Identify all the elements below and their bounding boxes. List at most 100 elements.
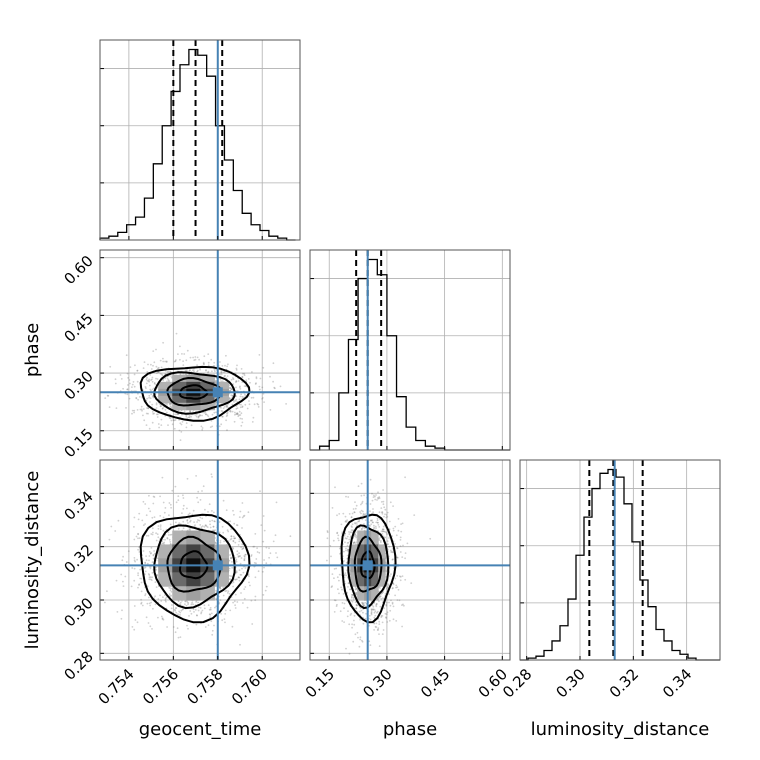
sample-point xyxy=(152,554,155,556)
sample-point xyxy=(229,410,232,413)
sample-point xyxy=(120,573,123,576)
sample-point xyxy=(392,582,395,585)
sample-point xyxy=(182,373,185,375)
sample-point xyxy=(381,511,383,514)
sample-point xyxy=(242,547,245,550)
sample-point xyxy=(201,490,203,492)
sample-point xyxy=(211,476,213,478)
sample-point xyxy=(243,555,246,557)
sample-point xyxy=(382,500,385,503)
sample-point xyxy=(209,607,212,609)
sample-point xyxy=(182,360,185,363)
sample-point xyxy=(400,523,402,525)
sample-point xyxy=(106,590,108,593)
sample-point xyxy=(399,545,402,547)
sample-point xyxy=(368,640,371,643)
sample-point xyxy=(401,625,403,628)
sample-point xyxy=(164,377,166,380)
sample-point xyxy=(352,541,355,544)
sample-point xyxy=(254,595,257,598)
sample-point xyxy=(164,538,166,541)
sample-point xyxy=(152,364,154,367)
sample-point xyxy=(386,587,388,590)
sample-point xyxy=(136,621,139,624)
sample-point xyxy=(209,526,212,529)
sample-point xyxy=(148,396,151,399)
sample-point xyxy=(150,601,153,604)
sample-point xyxy=(343,602,346,605)
sample-point xyxy=(341,620,344,622)
sample-point xyxy=(144,523,147,525)
sample-point xyxy=(252,545,255,548)
sample-point xyxy=(155,377,157,380)
sample-point xyxy=(358,645,361,648)
sample-point xyxy=(146,585,149,587)
sample-point xyxy=(265,585,268,588)
sample-point xyxy=(362,604,365,607)
sample-point xyxy=(143,567,146,569)
sample-point xyxy=(162,596,164,599)
sample-point xyxy=(381,621,384,624)
sample-point xyxy=(364,601,366,604)
sample-point xyxy=(333,611,336,613)
sample-point xyxy=(148,602,151,605)
sample-point xyxy=(372,508,374,510)
sample-point xyxy=(211,413,214,416)
sample-point xyxy=(209,616,212,619)
sample-point xyxy=(348,623,351,626)
sample-point xyxy=(230,557,232,560)
x-tick-label: 0.758 xyxy=(184,665,227,708)
sample-point xyxy=(207,604,210,606)
sample-point xyxy=(241,527,243,529)
sample-point xyxy=(188,369,191,372)
sample-point xyxy=(338,573,341,576)
sample-point xyxy=(136,558,139,561)
sample-point xyxy=(263,529,266,532)
sample-point xyxy=(361,603,364,605)
sample-point xyxy=(121,559,124,562)
sample-point xyxy=(155,402,158,405)
y-tick-label: 0.34 xyxy=(60,487,96,523)
sample-point xyxy=(150,547,153,549)
sample-point xyxy=(171,489,174,492)
sample-point xyxy=(137,533,140,536)
sample-point xyxy=(157,367,159,370)
sample-point xyxy=(382,525,385,528)
sample-point xyxy=(269,552,272,555)
sample-point xyxy=(344,541,346,544)
sample-point xyxy=(184,373,187,375)
sample-point xyxy=(385,514,388,516)
sample-point xyxy=(350,529,353,531)
sample-point xyxy=(345,647,347,650)
sample-point xyxy=(163,541,166,544)
sample-point xyxy=(222,594,225,597)
sample-point xyxy=(142,500,145,503)
sample-point xyxy=(213,365,216,367)
sample-point xyxy=(193,370,195,373)
sample-point xyxy=(240,557,243,559)
sample-point xyxy=(225,406,228,408)
sample-point xyxy=(144,573,146,576)
sample-point xyxy=(161,542,164,545)
sample-point xyxy=(395,534,398,537)
sample-point xyxy=(206,414,209,416)
sample-point xyxy=(149,578,152,581)
sample-point xyxy=(185,604,188,607)
sample-point xyxy=(373,611,376,614)
sample-point xyxy=(143,361,146,363)
sample-point xyxy=(229,387,232,389)
sample-point xyxy=(213,411,216,414)
sample-point xyxy=(229,387,232,389)
sample-point xyxy=(380,615,383,617)
sample-point xyxy=(375,604,377,606)
sample-point xyxy=(211,633,214,636)
sample-point xyxy=(162,618,165,621)
sample-point xyxy=(231,403,234,406)
sample-point xyxy=(187,522,189,524)
sample-point xyxy=(243,559,246,561)
sample-point xyxy=(235,381,237,384)
sample-point xyxy=(259,490,261,492)
sample-point xyxy=(152,396,155,399)
sample-point xyxy=(167,379,170,381)
